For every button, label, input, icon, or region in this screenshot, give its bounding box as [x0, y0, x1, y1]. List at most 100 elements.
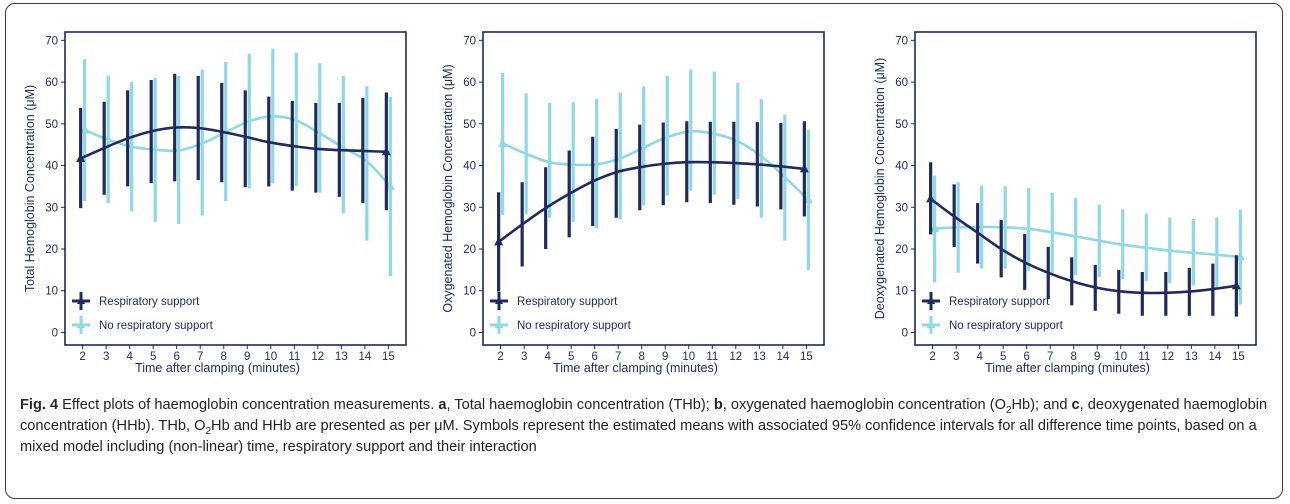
series-line	[934, 225, 1241, 259]
chart-deoxygenated-hemoglobin: 0 10 20 30 40 50 60 70 2 3 4 5 6 7 8 9 10 11 12 13 14 15 Time …	[873, 31, 1257, 375]
legend-swatch-marker	[927, 320, 935, 328]
y-tick-label: 10	[895, 286, 908, 298]
series-respiratory-support	[494, 121, 809, 292]
caption-subscript-1: 2	[1005, 404, 1012, 416]
data-point	[803, 194, 813, 204]
y-tick-label: 60	[895, 77, 908, 89]
caption-text-5: , deoxygenated haemoglobin concentration…	[20, 397, 1268, 434]
x-tick-label: 7	[615, 351, 621, 363]
x-tick-label: 5	[150, 351, 156, 363]
figure-frame	[5, 3, 1283, 499]
legend-swatch-marker	[77, 320, 85, 328]
y-tick-label: 50	[895, 119, 908, 131]
series-line	[929, 197, 1237, 295]
data-point	[76, 153, 86, 162]
y-axis-label: Deoxygenated Hemoglobin Concentration (μ…	[873, 58, 887, 320]
series-no-respiratory-support	[80, 48, 395, 277]
x-tick-label: 14	[776, 351, 789, 363]
plot-frame	[64, 31, 407, 346]
x-tick-label: 8	[639, 351, 645, 363]
y-tick-label: 10	[463, 286, 476, 298]
x-axis-label: Time after clamping (minutes)	[135, 361, 300, 375]
x-tick-label: 2	[929, 351, 935, 363]
caption-text-6: Hb and HHb are presented as per μM. Symb…	[20, 418, 1257, 455]
series-respiratory-support	[76, 73, 391, 211]
y-tick-label: 70	[463, 35, 476, 47]
x-tick-label: 13	[335, 351, 348, 363]
series-line	[80, 125, 387, 160]
x-tick-label: 7	[197, 351, 203, 363]
legend: Respiratory support No respiratory suppor…	[922, 292, 1064, 334]
x-tick-label: 9	[244, 351, 250, 363]
caption-panel-c: c	[1071, 397, 1080, 413]
x-tick-label: 12	[1161, 351, 1174, 363]
x-tick-label: 11	[288, 351, 300, 363]
plot-frame	[914, 31, 1257, 346]
x-tick-label: 14	[1208, 351, 1221, 363]
series-line	[84, 114, 392, 188]
y-tick-label: 40	[895, 161, 908, 173]
x-tick-label: 11	[1138, 351, 1150, 363]
legend-swatch-marker	[77, 296, 85, 304]
legend: Respiratory support No respiratory suppor…	[490, 292, 632, 334]
y-tick-label: 30	[895, 202, 908, 214]
x-tick-label: 6	[592, 351, 598, 363]
x-tick-label: 4	[544, 351, 551, 363]
y-tick-label: 30	[463, 202, 476, 214]
y-tick-label: 70	[45, 35, 58, 47]
caption-fig-label: Fig. 4	[20, 397, 59, 413]
x-tick-label: 15	[1232, 351, 1245, 363]
x-tick-label: 15	[382, 351, 395, 363]
caption-subscript-2: 2	[205, 425, 212, 437]
data-point	[930, 223, 940, 233]
x-tick-label: 14	[358, 351, 371, 363]
legend-swatch-marker	[495, 296, 503, 304]
x-tick-label: 6	[174, 351, 180, 363]
y-tick-label: 0	[52, 327, 58, 339]
x-tick-label: 5	[568, 351, 574, 363]
chart-total-hemoglobin: 0 10 20 30 40 50 60 70 2 3 4 5 6 7 8 9 10 11 12 13 14 15 Time …	[23, 31, 407, 375]
y-tick-label: 30	[45, 202, 58, 214]
legend-label: Respiratory support	[949, 296, 1050, 308]
data-point	[385, 181, 395, 190]
y-tick-label: 40	[463, 161, 476, 173]
caption-text-2: , Total haemoglobin concentration (THb);	[446, 397, 714, 413]
x-tick-label: 3	[953, 351, 959, 363]
figure-caption: Fig. 4 Effect plots of haemoglobin conce…	[20, 395, 1270, 458]
x-tick-label: 2	[497, 351, 503, 363]
x-tick-label: 8	[221, 351, 227, 363]
chart-oxygenated-hemoglobin: 0 10 20 30 40 50 60 70 2 3 4 5 6 7 8 9 10 11 12 13 14 15 Time …	[441, 31, 825, 375]
series-line	[502, 129, 810, 201]
x-tick-label: 4	[126, 351, 133, 363]
caption-text-4: Hb); and	[1011, 397, 1072, 413]
y-tick-label: 50	[45, 119, 58, 131]
x-tick-label: 9	[1094, 351, 1100, 363]
x-tick-label: 9	[662, 351, 668, 363]
legend-label: No respiratory support	[517, 320, 632, 332]
legend-label: No respiratory support	[99, 320, 214, 332]
x-tick-label: 3	[103, 351, 109, 363]
y-tick-label: 50	[463, 119, 476, 131]
y-tick-label: 60	[45, 77, 58, 89]
x-tick-label: 10	[1114, 351, 1127, 363]
y-axis-label: Oxygenated Hemoglobin Concentration (μM)	[441, 64, 455, 312]
y-tick-label: 10	[45, 286, 58, 298]
x-axis-label: Time after clamping (minutes)	[985, 361, 1150, 375]
x-tick-label: 7	[1047, 351, 1053, 363]
x-tick-label: 10	[682, 351, 695, 363]
y-axis-label: Total Hemoglobin Concentration (μM)	[23, 85, 37, 292]
legend: Respiratory support No respiratory suppor…	[72, 292, 214, 334]
y-tick-label: 20	[45, 244, 58, 256]
data-point	[1235, 251, 1245, 261]
x-tick-label: 8	[1071, 351, 1077, 363]
x-tick-label: 12	[729, 351, 742, 363]
x-tick-label: 4	[976, 351, 983, 363]
x-tick-label: 2	[79, 351, 85, 363]
y-tick-label: 0	[470, 327, 476, 339]
legend-label: No respiratory support	[949, 320, 1064, 332]
y-tick-label: 40	[45, 161, 58, 173]
y-tick-label: 0	[902, 327, 908, 339]
legend-swatch-marker	[927, 296, 935, 304]
x-tick-label: 5	[1000, 351, 1006, 363]
x-tick-label: 15	[800, 351, 813, 363]
